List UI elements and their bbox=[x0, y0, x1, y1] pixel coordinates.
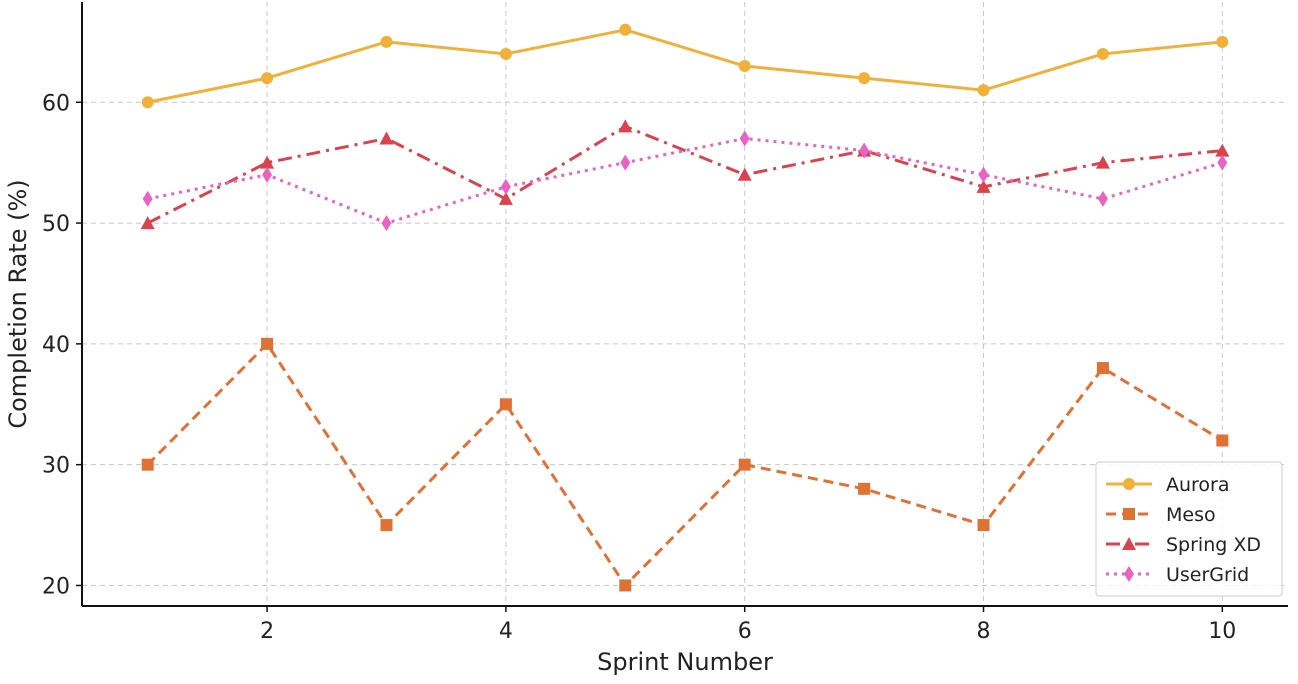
data-point-meso-2 bbox=[261, 337, 274, 350]
series-line-usergrid bbox=[147, 137, 1223, 225]
data-point-spring-xd-3 bbox=[379, 131, 394, 145]
data-point-spring-xd-10 bbox=[1215, 143, 1230, 157]
y-tick-label-30: 30 bbox=[42, 454, 70, 479]
legend-box bbox=[1095, 461, 1283, 597]
legend-label-meso: Meso bbox=[1166, 504, 1216, 526]
legend-marker-spring-xd bbox=[1122, 537, 1136, 550]
data-point-usergrid-7 bbox=[859, 142, 870, 159]
x-tick-label-8: 8 bbox=[977, 619, 991, 644]
data-point-spring-xd-8 bbox=[976, 179, 991, 193]
series-line-meso bbox=[146, 342, 1224, 587]
legend-marker-meso bbox=[1123, 508, 1135, 520]
y-tick-label-50: 50 bbox=[42, 212, 70, 237]
legend: Aurora Meso Spring XD UserGrid bbox=[1095, 461, 1283, 597]
legend-item-spring-xd: Spring XD bbox=[1106, 534, 1261, 556]
data-point-aurora-5 bbox=[619, 23, 632, 36]
x-axis-title: Sprint Number bbox=[597, 648, 773, 676]
x-tick-label-10: 10 bbox=[1208, 619, 1236, 644]
series-usergrid bbox=[142, 130, 1228, 232]
legend-item-aurora: Aurora bbox=[1106, 474, 1230, 496]
legend-marker-aurora bbox=[1123, 478, 1135, 490]
data-point-meso-4 bbox=[499, 398, 512, 411]
data-point-meso-10 bbox=[1216, 434, 1229, 447]
legend-label-aurora: Aurora bbox=[1166, 474, 1230, 496]
data-point-usergrid-2 bbox=[262, 166, 273, 183]
data-point-aurora-2 bbox=[261, 72, 274, 85]
data-point-usergrid-10 bbox=[1217, 154, 1228, 171]
data-point-meso-9 bbox=[1096, 362, 1109, 375]
data-point-aurora-3 bbox=[380, 35, 393, 48]
ticks: 2 4 6 8 10 20 30 40 50 60 bbox=[42, 91, 1236, 644]
data-point-usergrid-8 bbox=[978, 166, 989, 183]
series-meso bbox=[141, 337, 1229, 592]
x-tick-label-6: 6 bbox=[738, 619, 752, 644]
data-point-meso-8 bbox=[977, 519, 990, 532]
data-point-usergrid-6 bbox=[739, 130, 750, 147]
data-point-spring-xd-5 bbox=[618, 119, 633, 133]
series-line-aurora bbox=[147, 28, 1223, 104]
data-point-meso-7 bbox=[858, 482, 871, 495]
series-layer bbox=[140, 23, 1230, 592]
data-point-aurora-8 bbox=[977, 84, 990, 97]
legend-items: Aurora Meso Spring XD UserGrid bbox=[1106, 474, 1261, 586]
data-point-meso-3 bbox=[380, 519, 393, 532]
data-point-aurora-10 bbox=[1216, 35, 1229, 48]
data-point-spring-xd-9 bbox=[1095, 155, 1110, 169]
data-point-usergrid-1 bbox=[142, 190, 153, 207]
legend-item-meso: Meso bbox=[1106, 504, 1216, 526]
y-axis-title: Completion Rate (%) bbox=[4, 179, 32, 428]
data-point-spring-xd-1 bbox=[140, 216, 155, 230]
series-aurora bbox=[141, 23, 1229, 109]
y-tick-label-60: 60 bbox=[42, 91, 70, 116]
legend-label-usergrid: UserGrid bbox=[1166, 564, 1249, 586]
data-point-meso-6 bbox=[738, 458, 751, 471]
data-point-spring-xd-4 bbox=[498, 191, 513, 205]
data-point-spring-xd-6 bbox=[737, 167, 752, 181]
x-tick-label-4: 4 bbox=[499, 619, 513, 644]
series-spring-xd bbox=[140, 119, 1230, 230]
legend-marker-usergrid bbox=[1124, 566, 1134, 582]
data-point-aurora-4 bbox=[499, 47, 512, 60]
data-point-usergrid-3 bbox=[381, 215, 392, 232]
data-point-usergrid-4 bbox=[500, 178, 511, 195]
legend-label-spring-xd: Spring XD bbox=[1166, 534, 1261, 556]
legend-item-usergrid: UserGrid bbox=[1106, 564, 1249, 586]
data-point-aurora-9 bbox=[1096, 47, 1109, 60]
data-point-meso-1 bbox=[141, 458, 154, 471]
y-tick-label-20: 20 bbox=[42, 574, 70, 599]
grid bbox=[82, 2, 1288, 606]
data-point-usergrid-9 bbox=[1097, 190, 1108, 207]
data-point-usergrid-5 bbox=[620, 154, 631, 171]
data-point-aurora-7 bbox=[858, 72, 871, 85]
x-tick-label-2: 2 bbox=[260, 619, 274, 644]
y-tick-label-40: 40 bbox=[42, 333, 70, 358]
data-point-meso-5 bbox=[619, 579, 632, 592]
data-point-aurora-6 bbox=[738, 60, 751, 73]
data-point-aurora-1 bbox=[141, 96, 154, 109]
data-point-spring-xd-2 bbox=[260, 155, 275, 169]
series-line-spring-xd bbox=[146, 124, 1223, 225]
